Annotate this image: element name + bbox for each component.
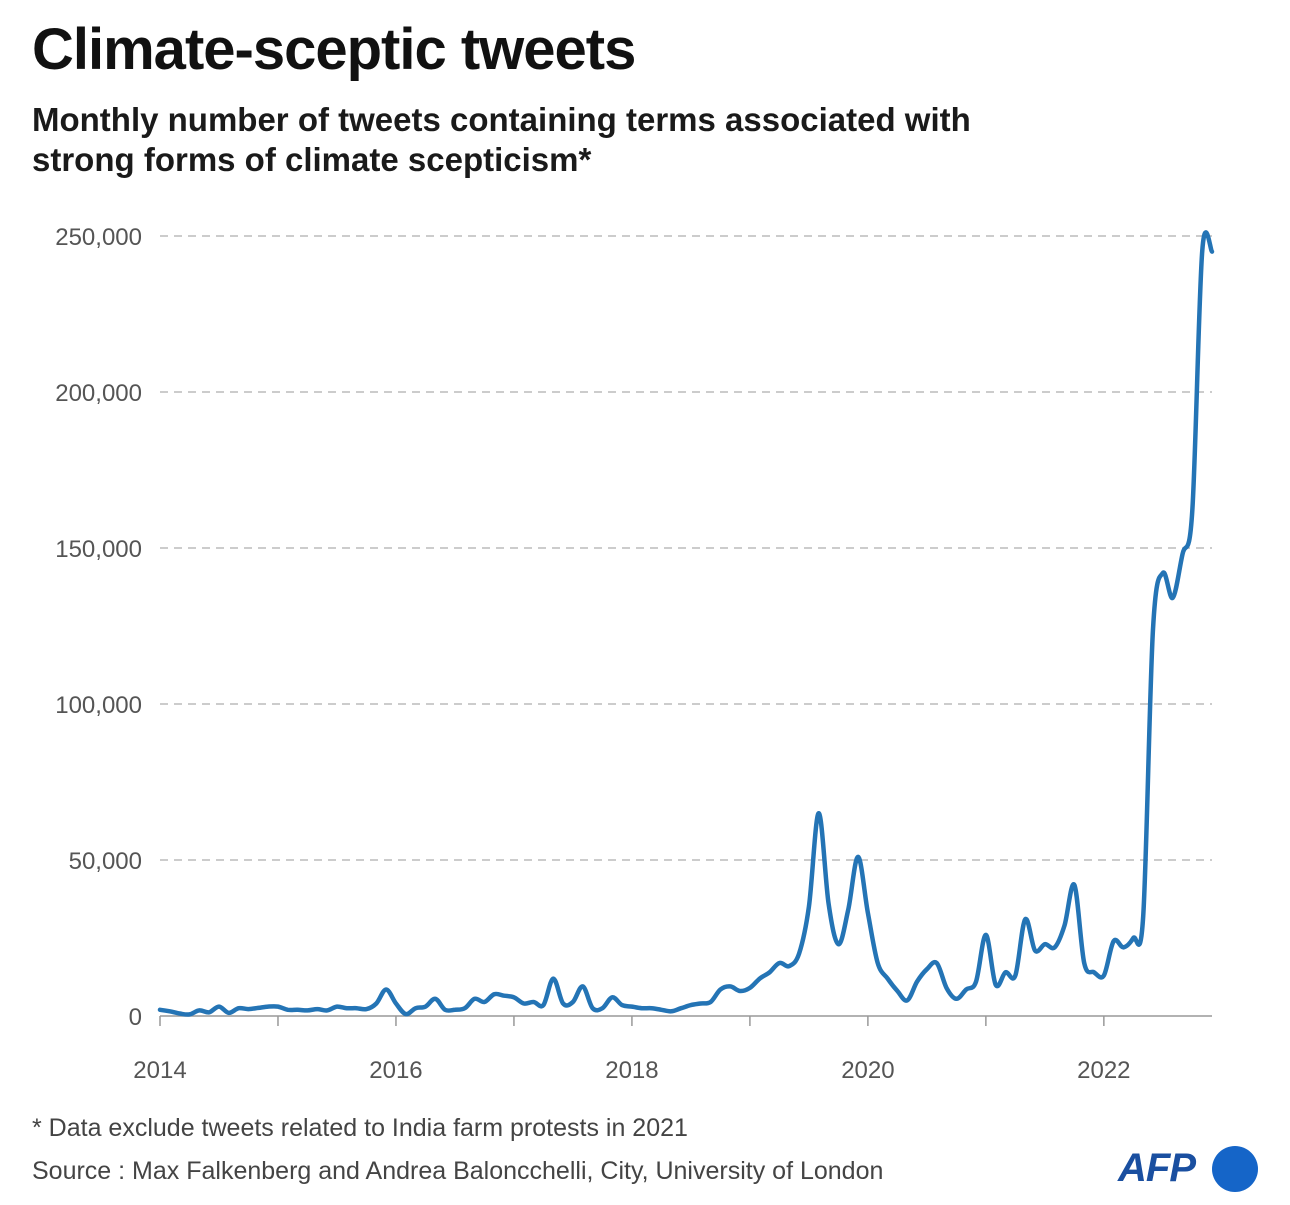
line-chart: 0 50,000 100,000 150,000 200,000 250,000 2014… [55, 224, 1215, 1084]
chart-subtitle: Monthly number of tweets containing term… [32, 101, 971, 178]
chart-grid [160, 235, 1212, 861]
afp-logo: AFP [1118, 1144, 1268, 1194]
x-tick-label: 2016 [369, 1057, 422, 1084]
afp-logo-dot-icon [1212, 1146, 1258, 1192]
x-tick-label: 2018 [605, 1057, 658, 1084]
x-axis: 2014 2016 2018 2020 2022 [133, 1015, 1212, 1084]
y-tick-label: 50,000 [69, 848, 142, 875]
chart-title: Climate-sceptic tweets [32, 17, 636, 82]
x-tick-label: 2022 [1077, 1057, 1130, 1084]
y-tick-label: 200,000 [55, 380, 142, 407]
footnote: * Data exclude tweets related to India f… [32, 1114, 688, 1142]
x-tick-label: 2020 [841, 1057, 894, 1084]
afp-logo-text: AFP [1118, 1146, 1196, 1190]
y-tick-label: 0 [129, 1004, 142, 1031]
y-axis: 0 50,000 100,000 150,000 200,000 250,000 [55, 224, 142, 1031]
series-line [157, 230, 1215, 1017]
y-tick-label: 100,000 [55, 692, 142, 719]
y-tick-label: 250,000 [55, 224, 142, 251]
y-tick-label: 150,000 [55, 536, 142, 563]
x-tick-label: 2014 [133, 1057, 186, 1084]
source-credit: Source : Max Falkenberg and Andrea Balon… [32, 1157, 884, 1185]
